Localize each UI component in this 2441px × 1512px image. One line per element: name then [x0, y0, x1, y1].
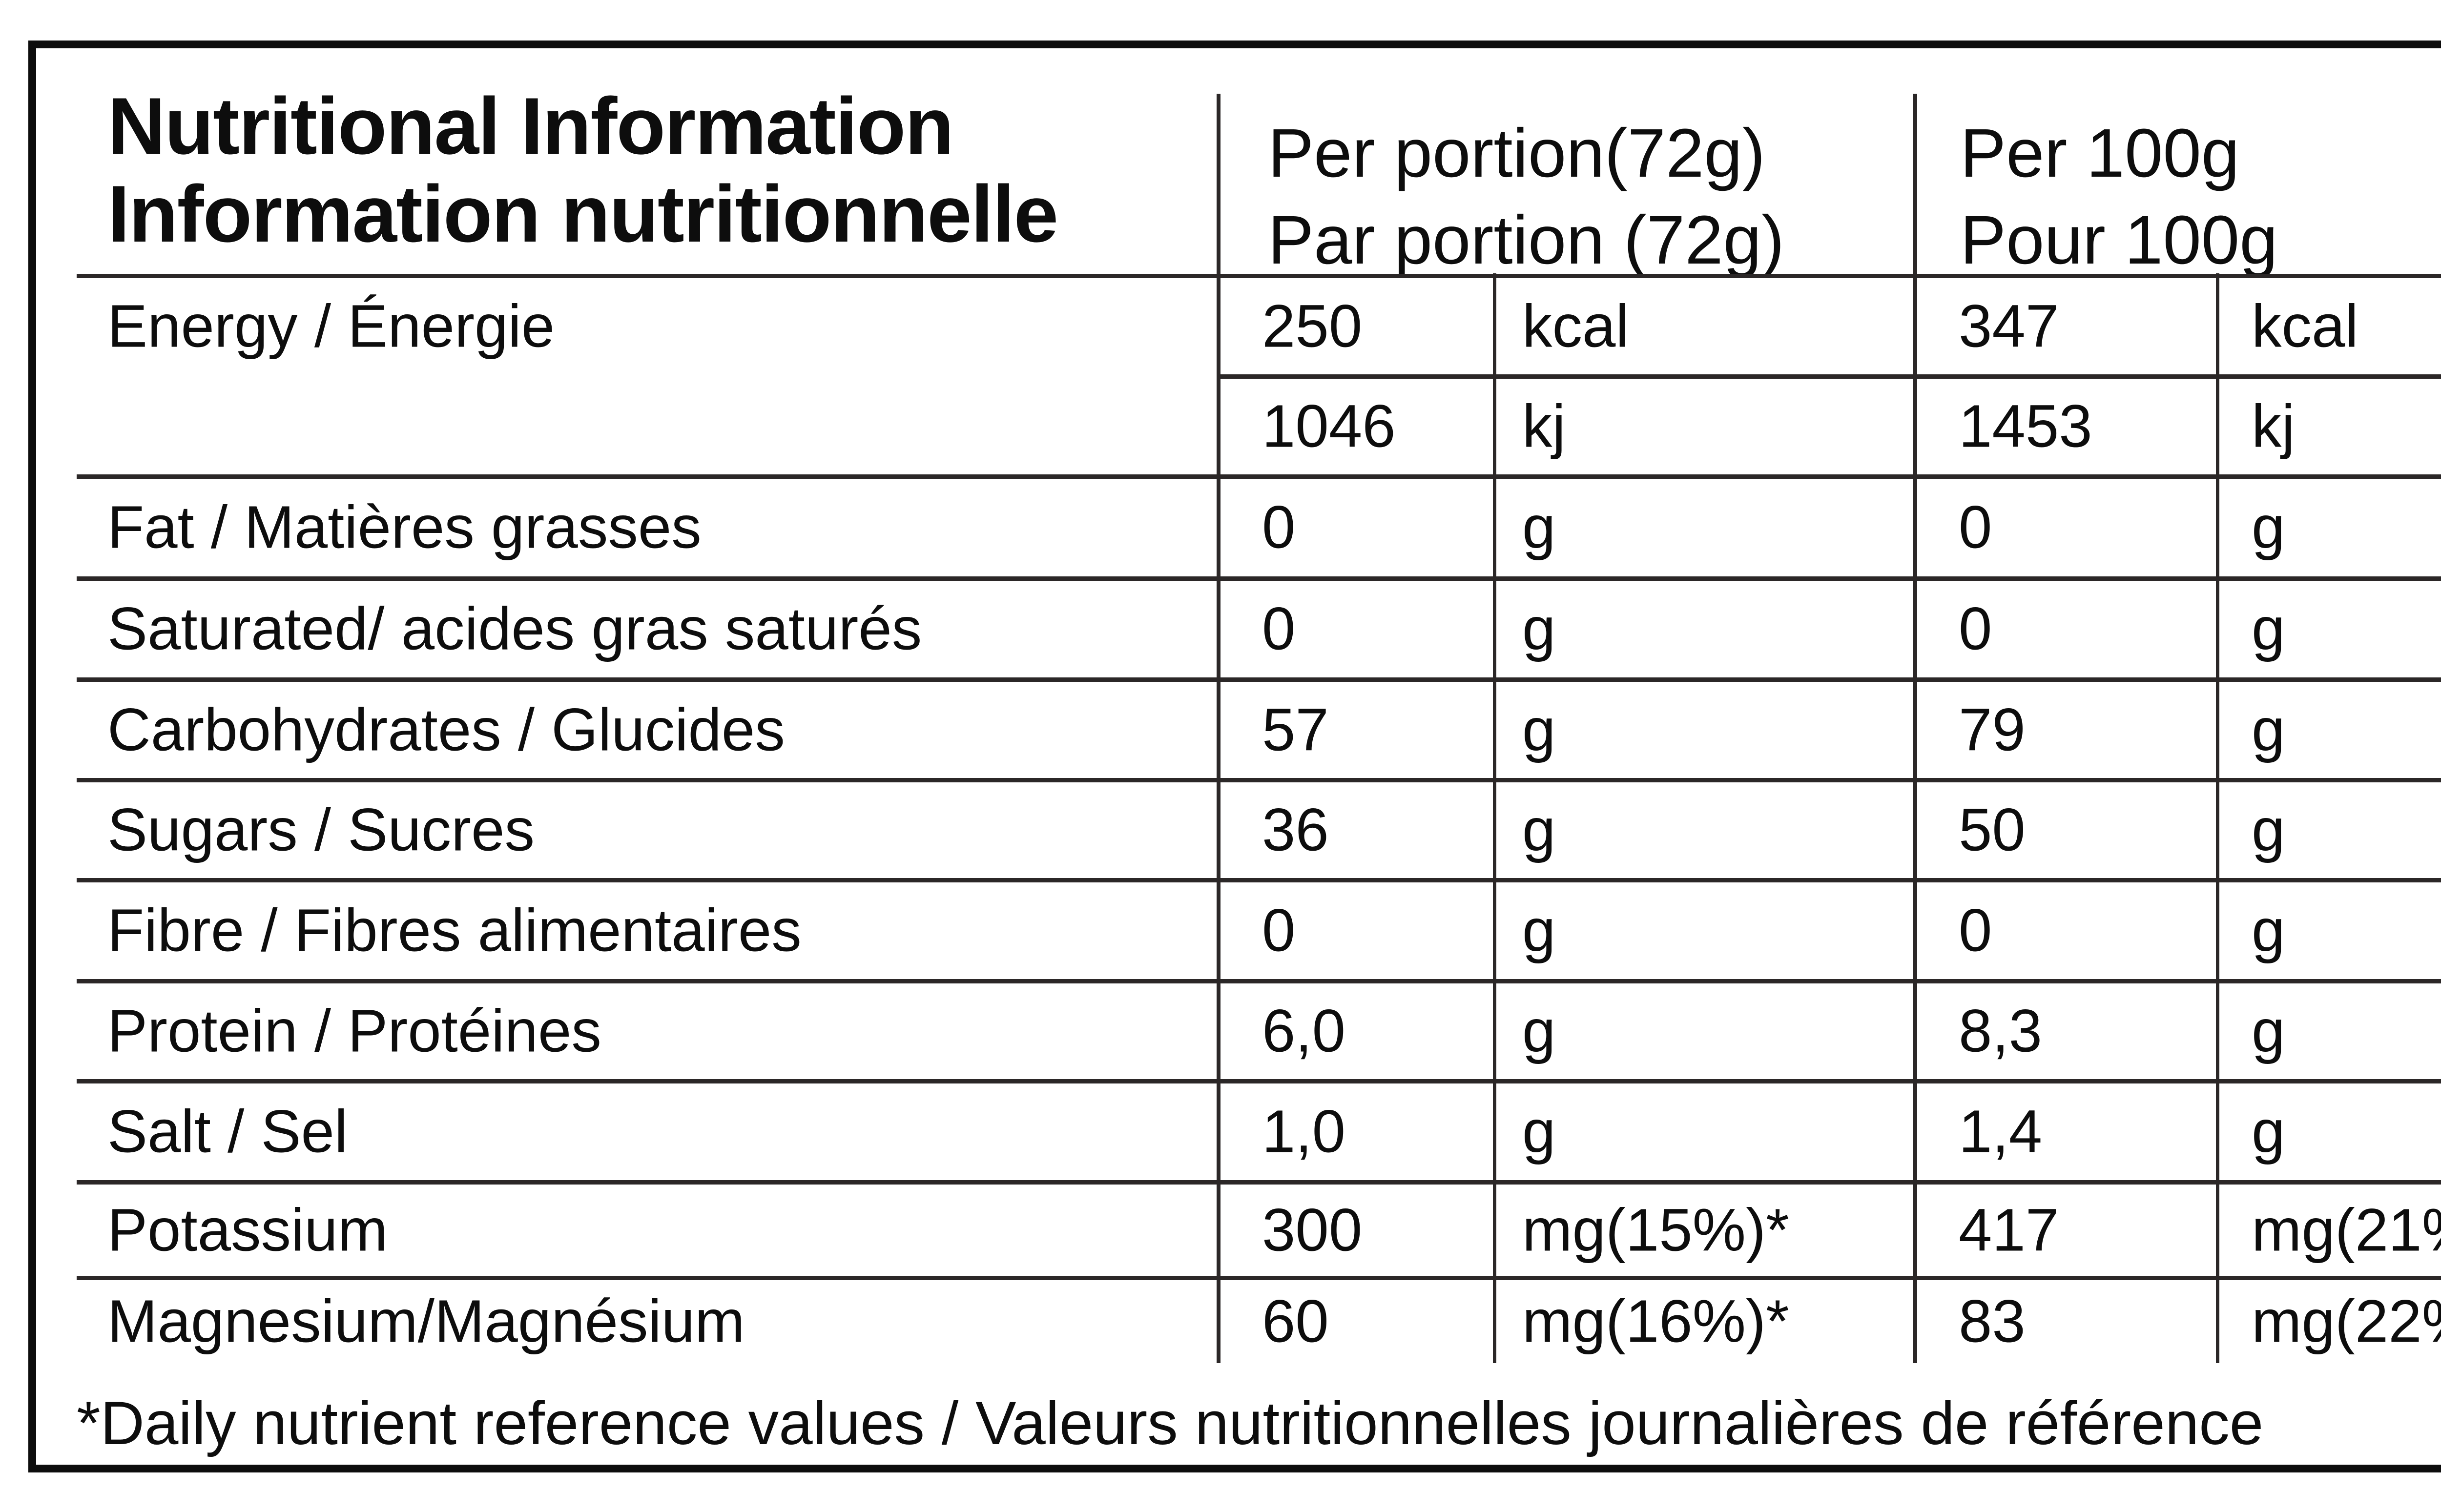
- rule-below-energy: [77, 474, 2441, 479]
- row-label: Fat / Matières grasses: [107, 494, 702, 561]
- table-row-magnesium: Magnesium/Magnésium 60 mg(16%)* 83 mg(22…: [0, 1280, 2441, 1363]
- value-per-100g: 83: [1959, 1288, 2026, 1355]
- unit-per-100g: g: [2252, 494, 2285, 561]
- row-label: Potassium: [107, 1197, 388, 1264]
- value-per-portion: 0: [1262, 897, 1296, 964]
- table-row-potassium: Potassium 300 mg(15%)* 417 mg(21%)*: [0, 1185, 2441, 1276]
- daily-reference-footnote: *Daily nutrient reference values / Valeu…: [77, 1389, 2264, 1457]
- divider-100g-value-unit: [2216, 273, 2219, 1363]
- rule-below-potassium: [77, 1276, 2441, 1280]
- value-per-100g: 1453: [1959, 393, 2092, 460]
- column-header-per-portion: Per portion(72g) Par portion (72g): [1268, 109, 1784, 283]
- value-per-100g: 417: [1959, 1197, 2059, 1264]
- value-per-100g: 0: [1959, 494, 1992, 561]
- value-per-portion: 0: [1262, 494, 1296, 561]
- table-row-sugars: Sugars / Sucres 36 g 50 g: [0, 782, 2441, 878]
- unit-per-100g: kcal: [2252, 293, 2358, 360]
- page-title: Nutritional Information Information nutr…: [107, 81, 1058, 259]
- title-english: Nutritional Information: [107, 81, 954, 171]
- value-per-portion: 1046: [1262, 393, 1396, 460]
- value-per-100g: 79: [1959, 696, 2026, 763]
- unit-per-portion: g: [1522, 998, 1556, 1065]
- table-row-energy-kj: 1046 kj 1453 kj: [0, 379, 2441, 474]
- rule-below-fibre: [77, 979, 2441, 983]
- rule-below-protein: [77, 1079, 2441, 1083]
- unit-per-100g: mg(22%)*: [2252, 1288, 2441, 1355]
- value-per-portion: 36: [1262, 797, 1329, 864]
- unit-per-100g: kj: [2252, 393, 2295, 460]
- rule-below-carbohydrates: [77, 778, 2441, 782]
- unit-per-portion: kcal: [1522, 293, 1629, 360]
- value-per-100g: 0: [1959, 897, 1992, 964]
- value-per-100g: 50: [1959, 797, 2026, 864]
- row-label: Carbohydrates / Glucides: [107, 696, 785, 763]
- unit-per-100g: g: [2252, 998, 2285, 1065]
- rule-below-saturated: [77, 677, 2441, 682]
- column-header-per-100g-english: Per 100g: [1960, 114, 2240, 191]
- unit-per-100g: g: [2252, 1098, 2285, 1165]
- value-per-portion: 1,0: [1262, 1098, 1345, 1165]
- unit-per-100g: mg(21%)*: [2252, 1197, 2441, 1264]
- value-per-portion: 250: [1262, 293, 1363, 360]
- value-per-portion: 57: [1262, 696, 1329, 763]
- unit-per-portion: g: [1522, 595, 1556, 663]
- unit-per-portion: mg(15%)*: [1522, 1197, 1789, 1264]
- unit-per-100g: g: [2252, 897, 2285, 964]
- row-label: Fibre / Fibres alimentaires: [107, 897, 802, 964]
- outer-border: [28, 41, 2441, 1472]
- unit-per-100g: g: [2252, 595, 2285, 663]
- unit-per-100g: g: [2252, 797, 2285, 864]
- unit-per-portion: mg(16%)*: [1522, 1288, 1789, 1355]
- value-per-portion: 6,0: [1262, 998, 1345, 1065]
- value-per-portion: 0: [1262, 595, 1296, 663]
- table-row-fibre: Fibre / Fibres alimentaires 0 g 0 g: [0, 882, 2441, 979]
- value-per-100g: 0: [1959, 595, 1992, 663]
- column-header-per-100g: Per 100g Pour 100g: [1960, 109, 2278, 283]
- row-label: Magnesium/Magnésium: [107, 1288, 745, 1355]
- row-label: Sugars / Sucres: [107, 797, 535, 864]
- table-row-protein: Protein / Protéines 6,0 g 8,3 g: [0, 983, 2441, 1079]
- unit-per-portion: g: [1522, 696, 1556, 763]
- table-row-saturated: Saturated/ acides gras saturés 0 g 0 g: [0, 581, 2441, 677]
- value-per-100g: 347: [1959, 293, 2059, 360]
- column-header-per-portion-french: Par portion (72g): [1268, 201, 1785, 278]
- column-header-per-100g-french: Pour 100g: [1960, 201, 2278, 278]
- value-per-portion: 300: [1262, 1197, 1363, 1264]
- divider-portion-100g: [1913, 94, 1917, 1363]
- divider-labels-portion: [1217, 94, 1220, 1363]
- table-row-energy-kcal: Energy / Énergie 250 kcal 347 kcal: [0, 278, 2441, 374]
- table-row-carbohydrates: Carbohydrates / Glucides 57 g 79 g: [0, 682, 2441, 778]
- rule-below-sugars: [77, 878, 2441, 882]
- unit-per-portion: g: [1522, 797, 1556, 864]
- table-row-salt: Salt / Sel 1,0 g 1,4 g: [0, 1083, 2441, 1180]
- unit-per-100g: g: [2252, 696, 2285, 763]
- divider-portion-value-unit: [1493, 273, 1496, 1363]
- row-label: Saturated/ acides gras saturés: [107, 595, 922, 663]
- row-label: Protein / Protéines: [107, 998, 601, 1065]
- unit-per-portion: g: [1522, 494, 1556, 561]
- unit-per-portion: g: [1522, 1098, 1556, 1165]
- rule-below-fat: [77, 576, 2441, 581]
- row-label: Salt / Sel: [107, 1098, 348, 1165]
- rule-kcal-kj: [1217, 374, 2441, 379]
- table-row-fat: Fat / Matières grasses 0 g 0 g: [0, 479, 2441, 576]
- value-per-100g: 8,3: [1959, 998, 2042, 1065]
- rule-below-salt: [77, 1180, 2441, 1185]
- value-per-portion: 60: [1262, 1288, 1329, 1355]
- column-header-per-portion-english: Per portion(72g): [1268, 114, 1765, 191]
- unit-per-portion: g: [1522, 897, 1556, 964]
- rule-below-header: [77, 274, 2441, 278]
- value-per-100g: 1,4: [1959, 1098, 2042, 1165]
- title-french: Information nutritionnelle: [107, 169, 1058, 259]
- row-label: Energy / Énergie: [107, 293, 555, 360]
- unit-per-portion: kj: [1522, 393, 1566, 460]
